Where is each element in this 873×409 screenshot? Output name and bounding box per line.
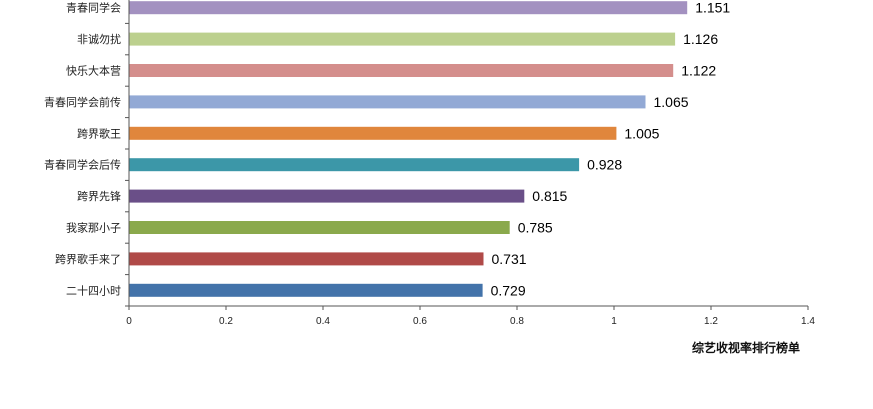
category-label-10: 二十四小时 — [66, 283, 121, 297]
bar-6 — [129, 158, 580, 172]
x-tick-label-6: 1 — [611, 316, 617, 327]
bars-group — [125, 1, 688, 307]
category-label-2: 非诚勿扰 — [77, 32, 121, 46]
x-tick-label-1: 0 — [126, 316, 132, 327]
x-tick-label-2: 0.2 — [219, 316, 233, 327]
category-labels: 青春同学会非诚勿扰快乐大本营青春同学会前传跨界歌王青春同学会后传跨界先锋我家那小… — [44, 1, 121, 298]
value-label-5: 1.005 — [624, 125, 659, 141]
value-label-9: 0.731 — [492, 251, 527, 267]
x-axis-ticks: 0 0.2 0.4 0.6 0.8 1 1.2 1.4 — [126, 306, 815, 327]
bar-3 — [129, 64, 674, 77]
category-label-9: 跨界歌手来了 — [55, 252, 121, 266]
category-label-3: 快乐大本营 — [66, 64, 121, 78]
value-label-6: 0.928 — [587, 157, 622, 173]
bar-2 — [129, 32, 676, 46]
bar-9 — [129, 252, 484, 266]
bar-8 — [129, 221, 510, 234]
category-label-4: 青春同学会前传 — [44, 95, 121, 109]
x-tick-label-8: 1.4 — [801, 316, 815, 327]
x-tick-label-5: 0.8 — [510, 316, 524, 327]
category-label-8: 我家那小子 — [66, 221, 121, 235]
x-axis-title: 综艺收视率排行榜单 — [692, 340, 800, 355]
bar-1 — [129, 1, 688, 15]
bar-4 — [129, 95, 646, 109]
value-label-7: 0.815 — [532, 188, 567, 204]
value-label-1: 1.151 — [695, 0, 730, 16]
category-label-5: 跨界歌王 — [77, 126, 121, 140]
x-tick-label-3: 0.4 — [316, 316, 330, 327]
value-label-10: 0.729 — [491, 282, 526, 298]
category-label-6: 青春同学会后传 — [44, 158, 121, 172]
category-label-1: 青春同学会 — [66, 1, 121, 15]
x-tick-label-4: 0.6 — [413, 316, 427, 327]
bar-10 — [129, 283, 483, 297]
category-label-7: 跨界先锋 — [77, 190, 121, 203]
value-label-4: 1.065 — [654, 94, 689, 110]
value-label-2: 1.126 — [683, 31, 718, 47]
bar-7 — [129, 189, 525, 203]
x-tick-label-7: 1.2 — [704, 316, 718, 327]
bar-5 — [129, 126, 617, 140]
value-label-8: 0.785 — [518, 220, 553, 236]
value-label-3: 1.122 — [681, 63, 716, 79]
